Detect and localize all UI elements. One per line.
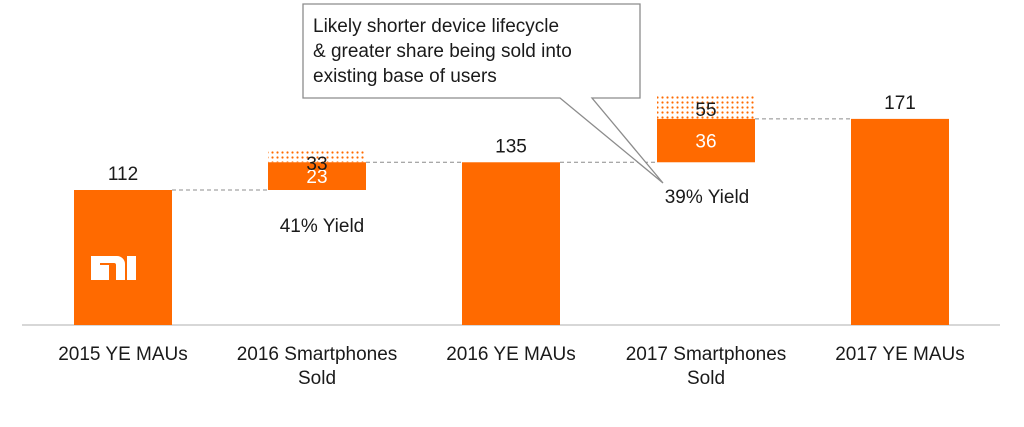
category-label-3-line-0: 2017 Smartphones	[626, 344, 787, 365]
bar-total-value-label-0: 112	[108, 164, 138, 185]
bar-total-1	[462, 162, 560, 325]
yield-label-0: 41% Yield	[280, 216, 365, 237]
bar-added-0	[268, 162, 366, 190]
category-label-2-line-0: 2016 YE MAUs	[446, 344, 576, 365]
bar-sold-value-label-0: 33	[306, 154, 327, 175]
callout-text-line-2: existing base of users	[313, 66, 497, 87]
logo-icon	[91, 256, 125, 280]
category-label-1-line-0: 2016 Smartphones	[237, 344, 398, 365]
bar-total-0	[74, 190, 172, 325]
bar-added-1	[657, 118, 755, 163]
bar-sold-dotted-0	[268, 150, 366, 163]
bar-total-value-label-1: 135	[495, 136, 527, 157]
bar-total-value-label-2: 171	[884, 93, 916, 114]
callout-text-line-0: Likely shorter device lifecycle	[313, 16, 559, 37]
bar-sold-value-label-1: 55	[695, 100, 716, 121]
logo-icon-i-bar	[127, 256, 136, 280]
category-label-3-line-1: Sold	[687, 368, 725, 389]
bar-total-2	[851, 118, 949, 325]
bar-sold-dotted-1	[657, 95, 755, 119]
category-label-0-line-0: 2015 YE MAUs	[58, 344, 188, 365]
category-label-4-line-0: 2017 YE MAUs	[835, 344, 965, 365]
bar-added-value-label-0: 23	[306, 167, 327, 188]
callout-text-line-1: & greater share being sold into	[313, 41, 572, 62]
category-label-1-line-1: Sold	[298, 368, 336, 389]
yield-label-1: 39% Yield	[665, 187, 750, 208]
bar-added-value-label-1: 36	[695, 132, 716, 153]
callout-bubble	[302, 3, 664, 184]
